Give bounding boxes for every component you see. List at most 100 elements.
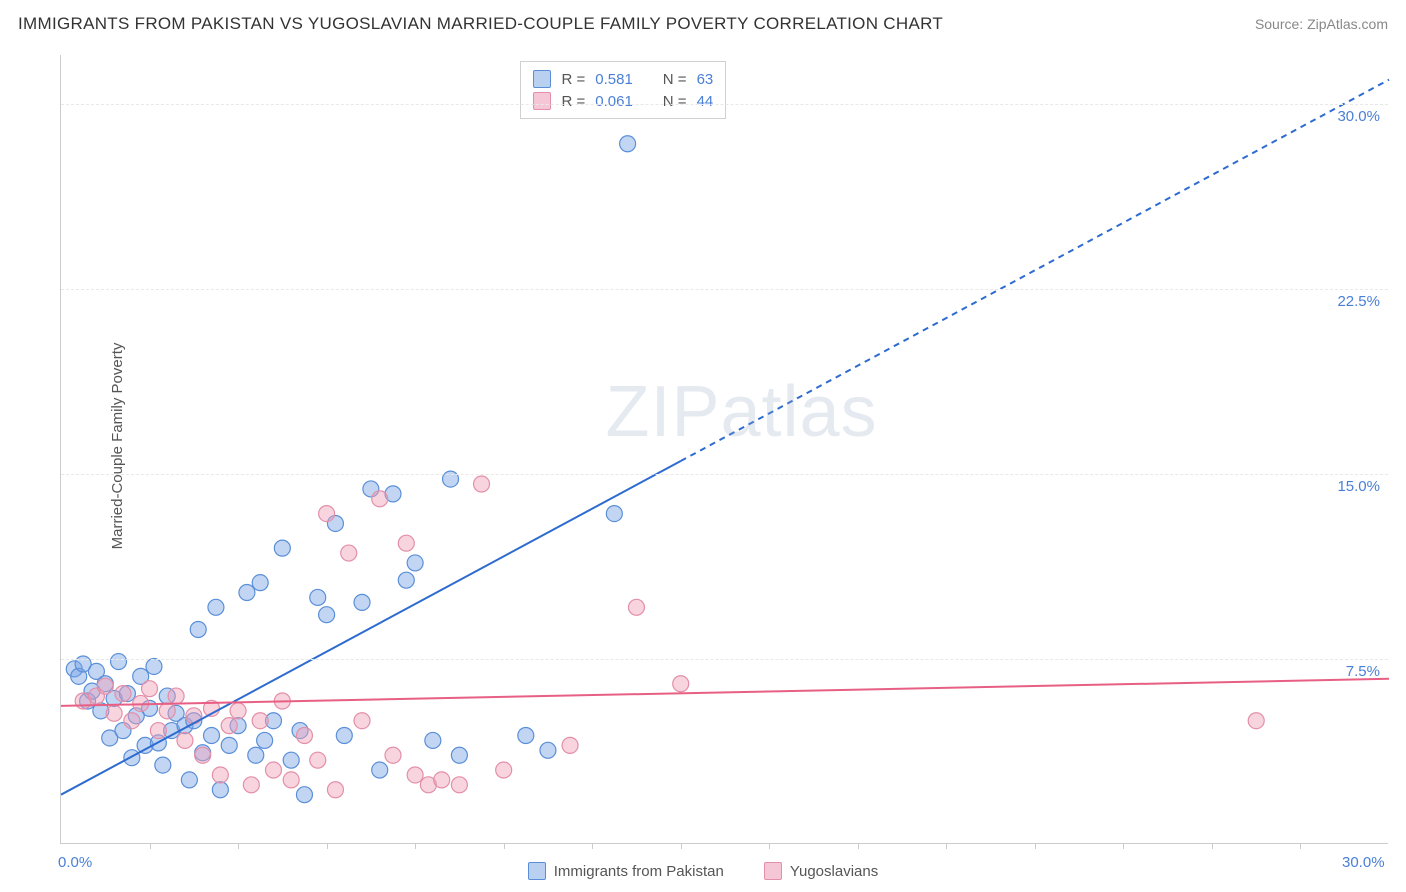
data-point	[673, 676, 689, 692]
y-tick-label: 22.5%	[1337, 293, 1380, 310]
data-point	[341, 545, 357, 561]
y-tick-label: 7.5%	[1346, 663, 1380, 680]
data-point	[212, 782, 228, 798]
y-tick-label: 30.0%	[1337, 108, 1380, 125]
data-point	[190, 621, 206, 637]
data-point	[177, 732, 193, 748]
x-tick	[1035, 843, 1036, 849]
data-point	[252, 575, 268, 591]
x-tick	[946, 843, 947, 849]
data-point	[451, 777, 467, 793]
series-legend: Immigrants from Pakistan Yugoslavians	[0, 862, 1406, 880]
series-swatch	[764, 862, 782, 880]
gridline	[61, 659, 1388, 660]
data-point	[274, 540, 290, 556]
data-point	[620, 136, 636, 152]
data-point	[518, 728, 534, 744]
data-point	[155, 757, 171, 773]
data-point	[319, 607, 335, 623]
x-tick	[1123, 843, 1124, 849]
n-label: N =	[663, 71, 687, 88]
data-point	[562, 737, 578, 753]
x-tick	[1300, 843, 1301, 849]
data-point	[115, 686, 131, 702]
data-point	[385, 747, 401, 763]
x-tick	[592, 843, 593, 849]
data-point	[336, 728, 352, 744]
data-point	[283, 752, 299, 768]
plot-area: ZIPatlas R =0.581N =63R =0.061N =44 7.5%…	[60, 55, 1388, 844]
data-point	[319, 506, 335, 522]
data-point	[142, 681, 158, 697]
data-point	[124, 713, 140, 729]
r-label: R =	[561, 71, 585, 88]
r-label: R =	[561, 93, 585, 110]
data-point	[354, 594, 370, 610]
data-point	[221, 737, 237, 753]
data-point	[296, 728, 312, 744]
x-tick	[238, 843, 239, 849]
data-point	[186, 708, 202, 724]
data-point	[181, 772, 197, 788]
gridline	[61, 474, 1388, 475]
data-point	[451, 747, 467, 763]
r-value: 0.581	[595, 71, 633, 88]
data-point	[606, 506, 622, 522]
data-point	[243, 777, 259, 793]
trend-line	[61, 679, 1389, 706]
data-point	[230, 703, 246, 719]
data-point	[168, 688, 184, 704]
data-point	[239, 585, 255, 601]
legend-label: Immigrants from Pakistan	[554, 863, 724, 880]
data-point	[425, 732, 441, 748]
x-tick	[1212, 843, 1213, 849]
data-point	[204, 728, 220, 744]
data-point	[208, 599, 224, 615]
data-point	[106, 705, 122, 721]
correlation-row: R = 0.581 N = 63	[533, 68, 713, 90]
data-point	[195, 747, 211, 763]
data-point	[265, 762, 281, 778]
chart-title: IMMIGRANTS FROM PAKISTAN VS YUGOSLAVIAN …	[18, 14, 943, 34]
data-point	[248, 747, 264, 763]
source-link[interactable]: ZipAtlas.com	[1307, 16, 1388, 32]
data-point	[296, 787, 312, 803]
x-tick	[150, 843, 151, 849]
legend-label: Yugoslavians	[790, 863, 878, 880]
series-swatch	[528, 862, 546, 880]
data-point	[1248, 713, 1264, 729]
data-point	[97, 678, 113, 694]
legend-item: Yugoslavians	[764, 862, 878, 880]
source-attribution: Source: ZipAtlas.com	[1255, 16, 1388, 32]
data-point	[310, 589, 326, 605]
data-point	[124, 750, 140, 766]
correlation-legend-box: R =0.581N =63R =0.061N =44	[520, 61, 726, 119]
r-value: 0.061	[595, 93, 633, 110]
trend-line	[61, 461, 681, 795]
data-point	[496, 762, 512, 778]
data-point	[221, 718, 237, 734]
trend-line-dashed	[681, 80, 1389, 461]
y-tick-label: 15.0%	[1337, 478, 1380, 495]
data-point	[407, 767, 423, 783]
gridline	[61, 104, 1388, 105]
data-point	[159, 703, 175, 719]
data-point	[628, 599, 644, 615]
chart-container: IMMIGRANTS FROM PAKISTAN VS YUGOSLAVIAN …	[0, 0, 1406, 892]
x-tick	[769, 843, 770, 849]
data-point	[150, 723, 166, 739]
x-tick	[681, 843, 682, 849]
data-point	[398, 572, 414, 588]
scatter-svg	[61, 55, 1388, 843]
x-tick	[858, 843, 859, 849]
series-swatch	[533, 92, 551, 110]
title-bar: IMMIGRANTS FROM PAKISTAN VS YUGOSLAVIAN …	[18, 14, 1388, 34]
data-point	[257, 732, 273, 748]
n-value: 63	[697, 71, 714, 88]
legend-item: Immigrants from Pakistan	[528, 862, 724, 880]
n-label: N =	[663, 93, 687, 110]
x-tick	[415, 843, 416, 849]
data-point	[327, 782, 343, 798]
series-swatch	[533, 70, 551, 88]
correlation-row: R =0.061N =44	[533, 90, 713, 112]
